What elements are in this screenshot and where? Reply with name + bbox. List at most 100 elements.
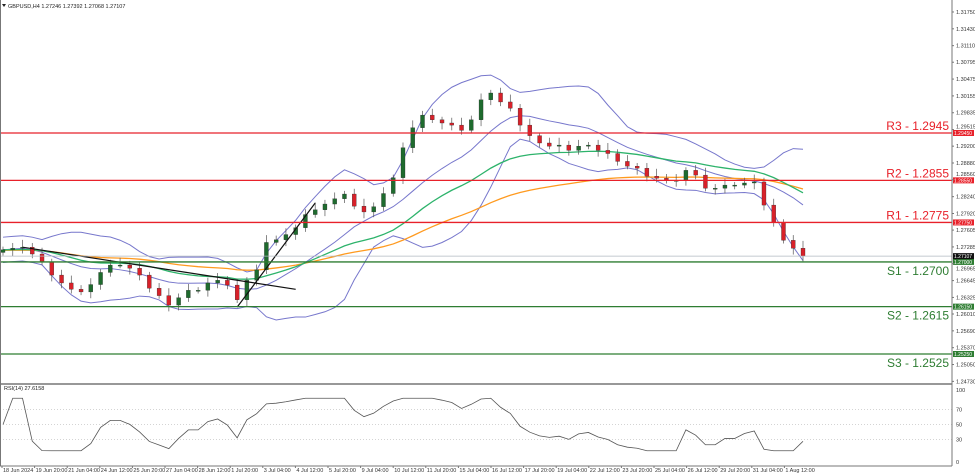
candle-body	[488, 92, 493, 100]
dropdown-triangle-icon[interactable]	[2, 4, 6, 7]
candle	[410, 120, 415, 153]
candle	[391, 174, 396, 197]
candle-body	[49, 261, 54, 276]
candle	[10, 242, 15, 257]
time-tick-label: 28 Jun 12:00	[199, 468, 231, 474]
rsi-line	[2, 397, 804, 452]
price-tick-label: 1.27920	[956, 212, 975, 218]
candle	[761, 177, 767, 211]
candle	[703, 167, 708, 192]
candle-body	[498, 92, 503, 103]
candle	[469, 115, 474, 134]
candle	[205, 277, 211, 297]
time-tick-label: 17 Jul 20:00	[525, 468, 555, 474]
candle-body	[205, 282, 211, 291]
candle	[98, 269, 103, 290]
candle-body	[556, 144, 562, 147]
candle-body	[234, 284, 240, 300]
candle	[478, 93, 484, 127]
candle-body	[430, 114, 435, 120]
price-tick-label: 1.24730	[956, 379, 975, 385]
candle-body	[644, 168, 650, 177]
candle	[234, 278, 240, 303]
candle-body	[732, 184, 737, 187]
candle-body	[459, 124, 464, 131]
price-tick-label: 1.25370	[956, 346, 975, 352]
candle-body	[595, 144, 601, 151]
candle	[322, 199, 328, 217]
candle	[556, 137, 562, 153]
price-level-tag	[953, 177, 974, 184]
support-level-label: S1 - 1.2700	[887, 264, 949, 278]
candle-body	[391, 177, 396, 194]
candle	[420, 110, 425, 132]
candle-body	[566, 144, 572, 151]
candle-body	[30, 247, 35, 255]
candle-body	[0, 249, 6, 253]
candle	[625, 155, 630, 170]
candle	[59, 269, 64, 289]
price-level-tag-text: 1.26150	[954, 305, 972, 311]
candle	[147, 271, 152, 293]
candle	[195, 287, 201, 294]
candle-body	[108, 264, 113, 273]
candle-body	[713, 188, 718, 190]
candle-body	[88, 284, 93, 293]
candle-body	[752, 181, 757, 184]
candle	[586, 141, 591, 150]
candle-body	[469, 119, 474, 131]
candle-body	[781, 222, 786, 241]
resistance-level-label: R2 - 1.2855	[886, 166, 949, 180]
candle-body	[166, 295, 172, 306]
candle-body	[654, 175, 659, 179]
candle	[595, 139, 601, 157]
candle-body	[439, 119, 445, 124]
candle-body	[244, 280, 250, 300]
price-tick-label: 1.31430	[956, 27, 975, 33]
time-tick-label: 11 Jul 20:00	[427, 468, 457, 474]
candle	[459, 117, 464, 135]
candle	[303, 209, 308, 232]
candle-body	[761, 181, 767, 206]
support-level-label: S2 - 1.2615	[887, 309, 949, 323]
candle-body	[186, 290, 191, 298]
price-tick-label: 1.30475	[956, 77, 975, 83]
candle-body	[98, 272, 103, 285]
candle	[274, 235, 279, 246]
candle	[430, 108, 435, 124]
rsi-label: RSI(14) 27.6158	[4, 386, 44, 392]
time-tick-label: 24 Jun 12:00	[101, 468, 133, 474]
candle-body	[283, 234, 289, 240]
support-level-label: S3 - 1.2525	[887, 356, 949, 370]
candle-body	[517, 108, 523, 126]
candle	[693, 165, 698, 180]
symbol-header: GBPUSD,H4 1.27246 1.27392 1.27068 1.2710…	[8, 4, 125, 10]
candle	[634, 162, 640, 175]
price-tick-label: 1.26325	[956, 295, 975, 301]
price-tick-label: 1.29835	[956, 111, 975, 117]
candle-body	[147, 274, 152, 289]
price-level-tag	[953, 258, 974, 265]
candle	[791, 235, 796, 255]
candle-body	[342, 193, 347, 199]
candle-body	[605, 150, 611, 154]
candle-body	[410, 127, 415, 148]
time-tick-label: 16 Jul 12:00	[492, 468, 522, 474]
candle-body	[722, 184, 728, 189]
candle	[605, 142, 611, 159]
candle	[166, 288, 172, 312]
price-level-tag-text: 1.29450	[954, 131, 972, 137]
candle-body	[59, 274, 64, 284]
candle	[439, 116, 445, 130]
price-tick-label: 1.25690	[956, 329, 975, 335]
candle-body	[576, 146, 581, 151]
time-tick-label: 31 Jul 04:00	[753, 468, 783, 474]
candle-body	[69, 282, 74, 290]
current-price-tag-text: 1.27107	[954, 254, 972, 260]
price-level-tag	[953, 130, 974, 136]
candle-body	[800, 248, 806, 257]
candle	[88, 278, 93, 299]
price-tick-label: 1.30155	[956, 94, 975, 100]
